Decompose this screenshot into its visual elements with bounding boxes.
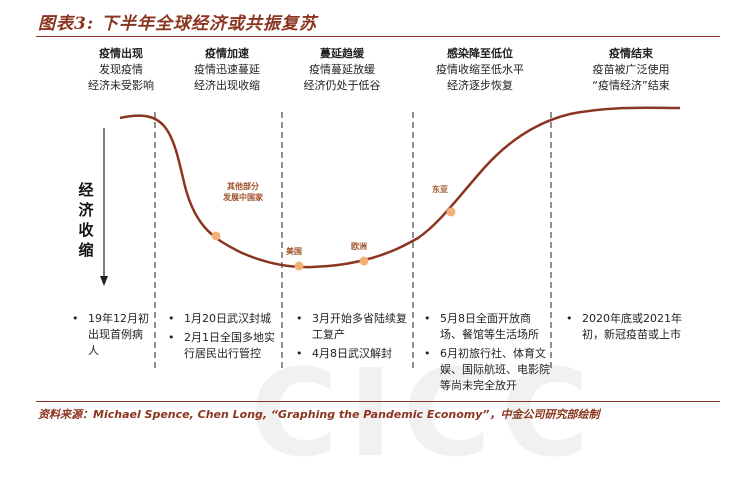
phase-1-heading: 疫情出现 — [99, 47, 143, 60]
phase-1-line-1: 发现疫情 — [99, 63, 143, 76]
phase-1: 疫情出现 发现疫情 经济未受影响 — [66, 46, 176, 94]
events-phase-4: 5月8日全面开放商场、餐馆等生活场所 6月初旅行社、体育文娱、国际航班、电影院等… — [424, 311, 550, 397]
marker-label-developing-line-2: 发展中国家 — [222, 192, 264, 202]
diagram-canvas: 其他部分 发展中国家 美国 欧洲 东亚 — [100, 106, 681, 372]
phase-2-line-1: 疫情迅速蔓延 — [194, 63, 260, 76]
economy-curve — [119, 106, 681, 269]
phase-2-line-2: 经济出现收缩 — [194, 79, 260, 92]
phase-5-line-2: “疫情经济”结束 — [592, 79, 670, 92]
events-phase-5: 2020年底或2021年初，新冠疫苗或上市 — [566, 311, 694, 346]
marker-europe — [359, 256, 369, 266]
source-rule — [36, 401, 720, 402]
phase-4: 感染降至低位 疫情收缩至低水平 经济逐步恢复 — [420, 46, 540, 94]
event-item: 19年12月初出现首例病人 — [72, 311, 152, 359]
phase-2: 疫情加速 疫情迅速蔓延 经济出现收缩 — [172, 46, 282, 94]
phase-5-line-1: 疫苗被广泛使用 — [592, 63, 670, 76]
marker-label-east-asia: 东亚 — [432, 184, 448, 194]
phase-5-heading: 疫情结束 — [609, 47, 653, 60]
phase-3-line-1: 疫情蔓延放缓 — [309, 63, 375, 76]
phase-5: 疫情结束 疫苗被广泛使用 “疫情经济”结束 — [566, 46, 696, 94]
marker-usa — [294, 261, 304, 271]
y-axis-label: 经济收缩 — [78, 181, 94, 259]
marker-label-developing-line-1: 其他部分 — [227, 181, 259, 191]
down-arrow-icon — [100, 276, 108, 286]
source-note: 资料来源：Michael Spence, Chen Long, “Graphin… — [38, 408, 600, 421]
phase-4-line-1: 疫情收缩至低水平 — [436, 63, 524, 76]
phase-3: 蔓延趋缓 疫情蔓延放缓 经济仍处于低谷 — [282, 46, 402, 94]
event-item: 6月初旅行社、体育文娱、国际航班、电影院等尚未完全放开 — [424, 346, 550, 394]
marker-east-asia — [446, 207, 456, 217]
phase-3-line-2: 经济仍处于低谷 — [303, 79, 381, 92]
phase-4-line-2: 经济逐步恢复 — [447, 79, 513, 92]
events-phase-2: 1月20日武汉封城 2月1日全国多地实行居民出行管控 — [168, 311, 278, 365]
marker-developing-countries — [211, 231, 221, 241]
marker-label-usa: 美国 — [286, 246, 302, 256]
event-item: 5月8日全面开放商场、餐馆等生活场所 — [424, 311, 550, 343]
event-item: 2020年底或2021年初，新冠疫苗或上市 — [566, 311, 694, 343]
phase-3-heading: 蔓延趋缓 — [320, 47, 364, 60]
event-item: 1月20日武汉封城 — [168, 311, 278, 327]
event-item: 4月8日武汉解封 — [296, 346, 408, 362]
phase-4-heading: 感染降至低位 — [447, 47, 513, 60]
title-rule — [36, 36, 720, 37]
events-phase-3: 3月开始多省陆续复工复产 4月8日武汉解封 — [296, 311, 408, 365]
events-phase-1: 19年12月初出现首例病人 — [72, 311, 152, 362]
phase-1-line-2: 经济未受影响 — [88, 79, 154, 92]
phase-2-heading: 疫情加速 — [205, 47, 249, 60]
event-item: 3月开始多省陆续复工复产 — [296, 311, 408, 343]
event-item: 2月1日全国多地实行居民出行管控 — [168, 330, 278, 362]
figure-title: 图表3: 下半年全球经济或共振复苏 — [38, 14, 318, 34]
marker-label-europe: 欧洲 — [351, 241, 367, 251]
